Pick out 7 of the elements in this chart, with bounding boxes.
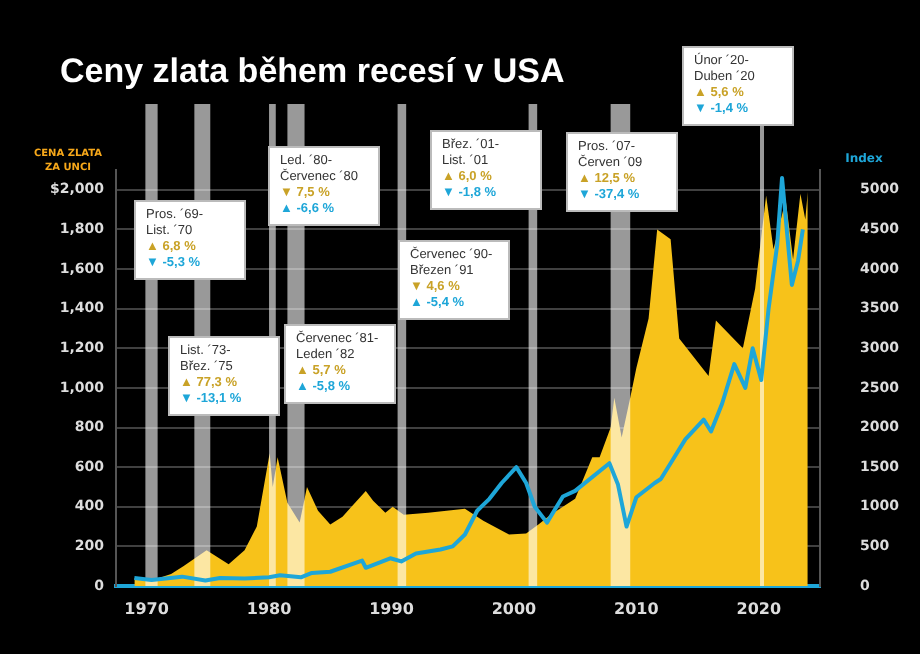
x-tick-label: 1990 — [369, 599, 415, 618]
x-tick-label: 2010 — [614, 599, 660, 618]
x-tick-label: 1970 — [124, 599, 170, 618]
chart-title: Ceny zlata během recesí v USA — [60, 52, 565, 92]
x-tick-label: 2020 — [736, 599, 782, 618]
x-tick-label: 1980 — [246, 599, 293, 618]
x-tick-label: 2000 — [491, 599, 538, 618]
